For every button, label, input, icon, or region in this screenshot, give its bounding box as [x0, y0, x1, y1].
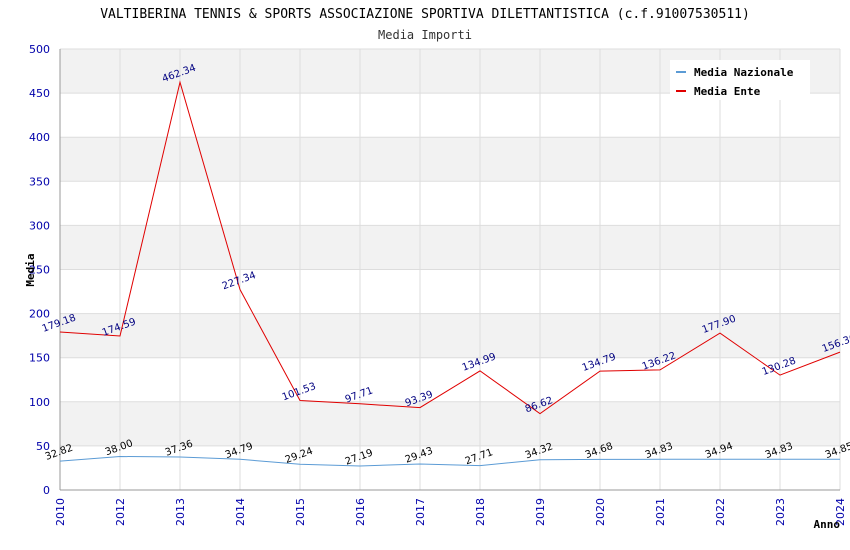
x-tick-label: 2016 [354, 498, 367, 526]
y-tick-label: 50 [36, 440, 50, 453]
y-tick-label: 500 [29, 43, 50, 56]
x-tick-labels: 2010 2012 2013 2014 2015 2016 2017 2018 2019 2020… [54, 498, 847, 526]
legend-box [670, 60, 810, 100]
x-tick-label: 2013 [174, 498, 187, 526]
x-tick-label: 2014 [234, 498, 247, 526]
axes [59, 49, 840, 491]
data-label-media-ente: 227.34 [221, 270, 258, 292]
x-tick-label: 2017 [414, 498, 427, 526]
y-tick-label: 100 [29, 396, 50, 409]
grid-bands [60, 49, 840, 446]
y-tick-label: 450 [29, 87, 50, 100]
x-axis-label: Anno [814, 518, 841, 531]
y-tick-label: 300 [29, 219, 50, 232]
x-tick-label: 2023 [774, 498, 787, 526]
x-tick-label: 2021 [654, 498, 667, 526]
grid-band [60, 225, 840, 270]
x-tick-label: 2022 [714, 498, 727, 526]
y-tick-label: 150 [29, 352, 50, 365]
data-label-media-nazionale: 27.19 [344, 448, 375, 468]
x-tick-label: 2024 [834, 498, 847, 526]
y-tick-label: 250 [29, 264, 50, 277]
chart-subtitle: Media Importi [378, 28, 472, 42]
x-tick-label: 2018 [474, 498, 487, 526]
data-label-media-nazionale: 29.24 [284, 446, 315, 466]
x-tick-label: 2010 [54, 498, 67, 526]
data-label-media-nazionale: 29.43 [404, 446, 435, 466]
series-line-media-ente [59, 80, 841, 415]
series-lines [59, 80, 841, 467]
y-tick-label: 0 [43, 484, 50, 497]
x-tick-label: 2020 [594, 498, 607, 526]
x-tick-label: 2012 [114, 498, 127, 526]
grid-band [60, 137, 840, 182]
y-tick-label: 350 [29, 175, 50, 188]
legend-label: Media Ente [694, 85, 761, 98]
y-tick-label: 400 [29, 131, 50, 144]
y-tick-labels: 0 50 100 150 200 250 300 350 400 450 500 [29, 43, 50, 497]
legend: Media Nazionale Media Ente [670, 60, 810, 100]
x-tick-label: 2019 [534, 498, 547, 526]
grid-band [60, 313, 840, 358]
y-tick-label: 200 [29, 308, 50, 321]
x-tick-label: 2015 [294, 498, 307, 526]
chart-title: VALTIBERINA TENNIS & SPORTS ASSOCIAZIONE… [100, 7, 750, 22]
grid-band [60, 401, 840, 446]
series-line-media-nazionale [59, 455, 840, 467]
y-axis-label: Media [24, 253, 37, 286]
legend-label: Media Nazionale [694, 66, 794, 79]
